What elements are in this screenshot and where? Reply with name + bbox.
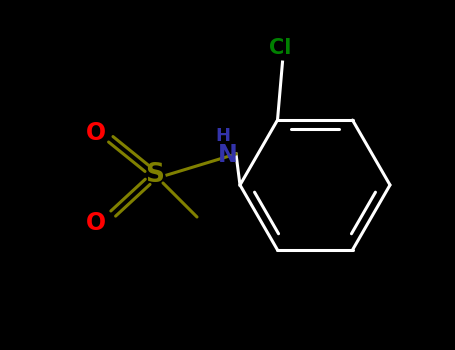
Text: N: N	[218, 143, 238, 167]
Text: S: S	[146, 162, 165, 188]
Text: O: O	[86, 121, 106, 145]
Text: O: O	[86, 211, 106, 235]
Text: H: H	[216, 127, 231, 145]
Text: Cl: Cl	[269, 38, 292, 58]
